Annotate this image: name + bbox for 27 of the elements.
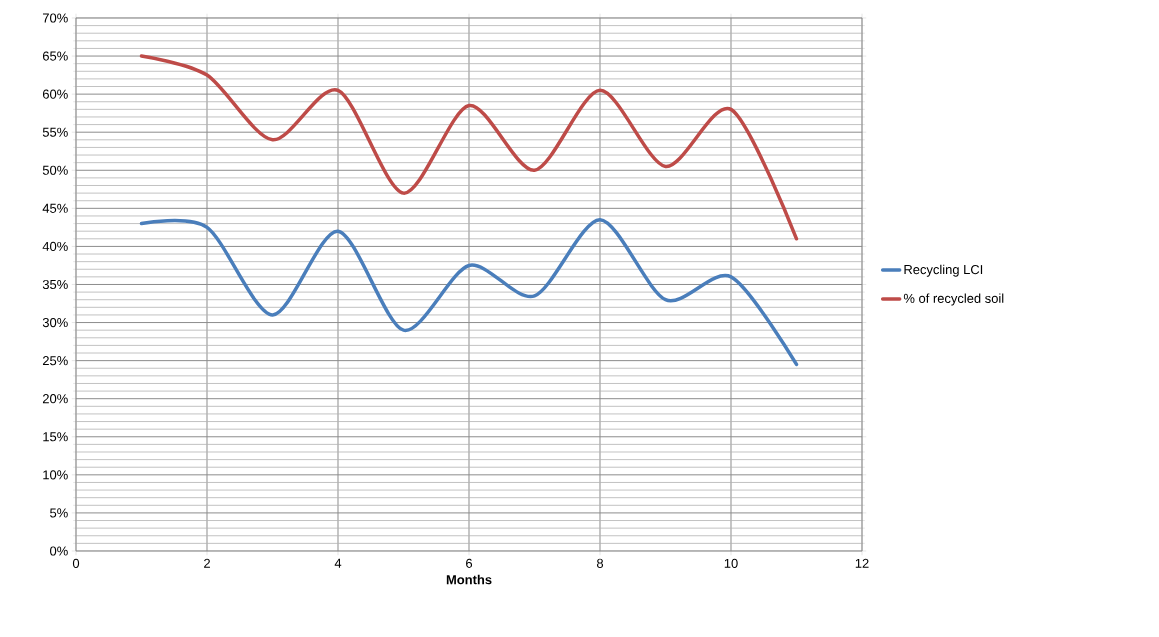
x-tick-label: 12: [855, 558, 869, 568]
y-tick-label: 10%: [43, 470, 68, 480]
y-tick-label: 65%: [42, 51, 68, 61]
y-tick-label: 60%: [42, 89, 68, 99]
legend-label: Recycling LCI: [904, 264, 983, 277]
x-tick-label: 8: [596, 558, 604, 568]
x-tick-label: 10: [724, 558, 738, 568]
x-tick-label: 2: [204, 558, 210, 568]
y-tick-label: 35%: [42, 279, 68, 290]
y-tick-label: 50%: [42, 165, 68, 175]
x-tick-label: 4: [334, 558, 342, 568]
line-series: [139, 218, 799, 367]
y-tick-label: 20%: [42, 394, 68, 404]
x-tick-label: 6: [466, 558, 473, 568]
y-tick-label: 45%: [42, 203, 68, 213]
line-series: [139, 54, 799, 241]
y-tick-label: 55%: [42, 127, 68, 137]
legend-label: % of recycled soil: [903, 293, 1004, 306]
y-tick-label: 40%: [42, 241, 68, 251]
y-tick-label: 30%: [42, 317, 68, 328]
y-tick-label: 0%: [50, 546, 68, 556]
y-tick-label: 15%: [43, 432, 68, 442]
x-tick-label: 0: [72, 558, 80, 568]
y-tick-label: 5%: [50, 508, 68, 518]
y-tick-label: 70%: [42, 13, 68, 23]
y-tick-label: 25%: [42, 356, 68, 366]
x-axis-title: Months: [446, 574, 492, 585]
